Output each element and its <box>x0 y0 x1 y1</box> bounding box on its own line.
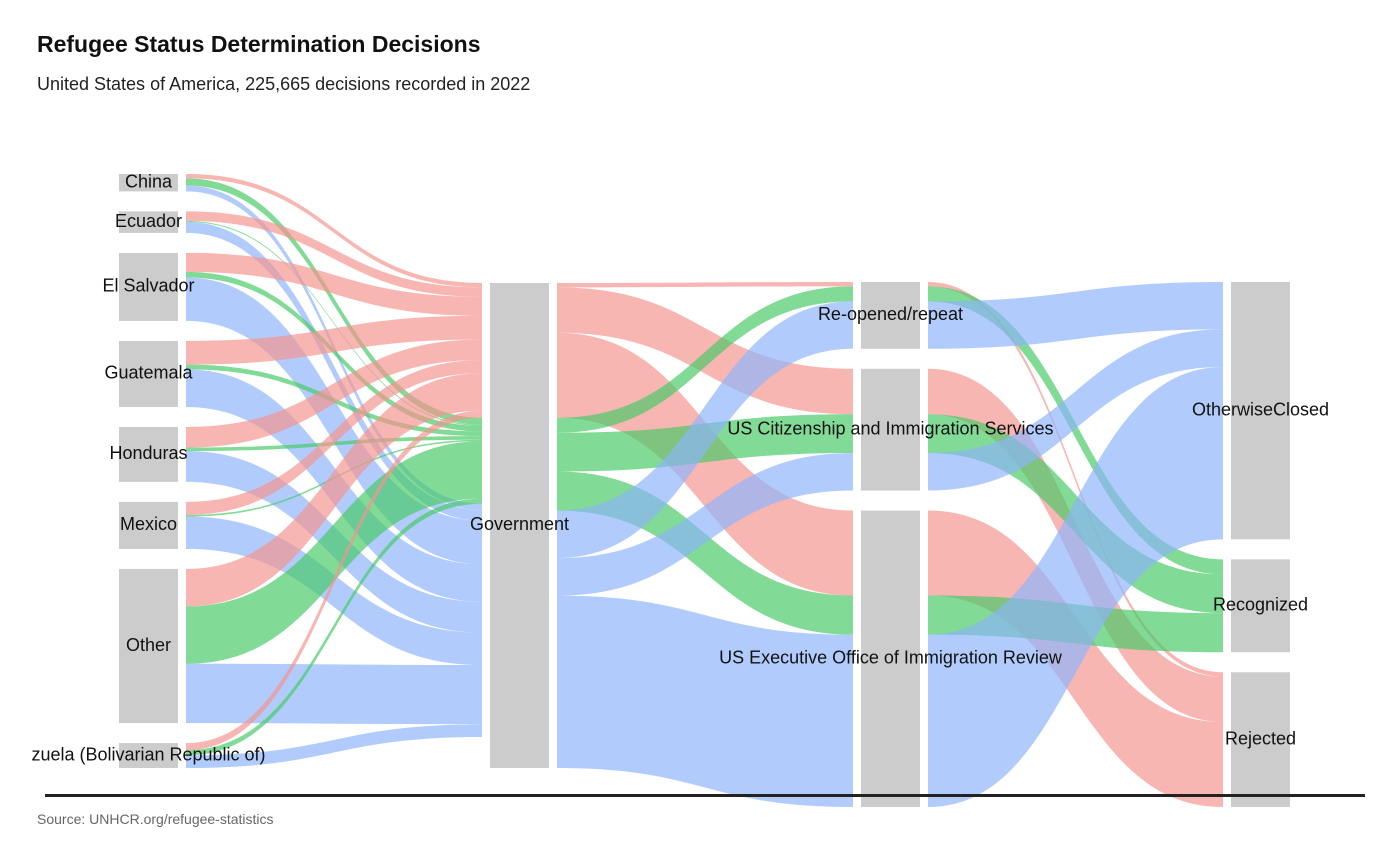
link-venezuela-to-government-otherwise-closed <box>186 724 482 768</box>
source-note: Source: UNHCR.org/refugee-statistics <box>37 811 274 827</box>
node-label-ecuador: Ecuador <box>115 211 182 231</box>
links-layer <box>186 174 1223 808</box>
link-guatemala-to-government-rejected <box>186 315 482 365</box>
node-label-reopened: Re-opened/repeat <box>818 304 963 324</box>
link-elsalvador-to-government-rejected <box>186 252 482 316</box>
link-other-to-government-rejected <box>186 373 482 607</box>
link-china-to-government-recognized <box>186 178 482 425</box>
node-otherwiseclosed <box>1231 282 1290 540</box>
link-reopened-to-rejected-rejected <box>928 282 1223 677</box>
node-label-otherwiseclosed: OtherwiseClosed <box>1192 399 1329 419</box>
link-other-to-government-otherwise-closed <box>186 663 482 725</box>
node-label-honduras: Honduras <box>109 443 187 463</box>
link-venezuela-to-government-recognized <box>186 498 482 756</box>
node-mexico <box>119 501 178 549</box>
link-ecuador-to-government-recognized <box>186 220 482 426</box>
link-eoir-to-otherwiseclosed-otherwise-closed <box>928 366 1223 808</box>
node-other <box>119 568 178 724</box>
link-other-to-government-recognized <box>186 441 482 664</box>
nodes-layer: China Ecuador El Salvador Guatemala Honduras… <box>31 171 1329 808</box>
node-label-mexico: Mexico <box>120 514 177 534</box>
link-ecuador-to-government-otherwise-closed <box>186 221 482 521</box>
footer-divider <box>45 794 1365 797</box>
node-elsalvador <box>119 252 178 321</box>
node-government <box>490 282 549 768</box>
node-china <box>119 174 178 192</box>
node-eoir <box>861 510 920 808</box>
link-government-to-reopened-rejected <box>557 282 853 288</box>
link-government-to-reopened-otherwise-closed <box>557 301 853 559</box>
link-reopened-to-otherwiseclosed-otherwise-closed <box>928 282 1223 349</box>
chart-title: Refugee Status Determination Decisions <box>37 31 481 57</box>
link-government-to-uscis-rejected <box>557 287 853 415</box>
node-label-recognized: Recognized <box>1213 595 1308 615</box>
node-label-elsalvador: El Salvador <box>102 276 194 296</box>
node-uscis <box>861 368 920 491</box>
node-guatemala <box>119 340 178 407</box>
link-ecuador-to-government-rejected <box>186 211 482 297</box>
link-government-to-eoir-otherwise-closed <box>557 595 853 808</box>
link-reopened-to-recognized-recognized <box>928 286 1223 575</box>
node-venezuela <box>119 743 178 768</box>
node-label-rejected: Rejected <box>1225 728 1296 748</box>
link-elsalvador-to-government-otherwise-closed <box>186 277 482 565</box>
link-china-to-government-rejected <box>186 174 482 288</box>
node-label-venezuela: zuela (Bolivarian Republic of) <box>31 744 265 764</box>
node-label-other: Other <box>126 635 171 655</box>
node-reopened <box>861 282 920 349</box>
chart-subtitle: United States of America, 225,665 decisi… <box>37 74 531 94</box>
node-label-china: China <box>125 171 173 191</box>
link-government-to-eoir-rejected <box>557 332 853 596</box>
link-government-to-uscis-otherwise-closed <box>557 453 853 596</box>
node-label-eoir: US Executive Office of Immigration Revie… <box>719 648 1063 668</box>
node-label-uscis: US Citizenship and Immigration Services <box>727 418 1053 438</box>
node-rejected <box>1231 672 1290 808</box>
link-mexico-to-government-rejected <box>186 360 482 515</box>
node-label-guatemala: Guatemala <box>104 363 193 383</box>
node-recognized <box>1231 559 1290 653</box>
link-uscis-to-otherwiseclosed-otherwise-closed <box>928 329 1223 491</box>
link-venezuela-to-government-rejected <box>186 410 482 751</box>
node-label-government: Government <box>470 514 569 534</box>
node-ecuador <box>119 211 178 233</box>
node-honduras <box>119 426 178 482</box>
link-honduras-to-government-rejected <box>186 339 482 448</box>
link-government-to-reopened-recognized <box>557 286 853 433</box>
